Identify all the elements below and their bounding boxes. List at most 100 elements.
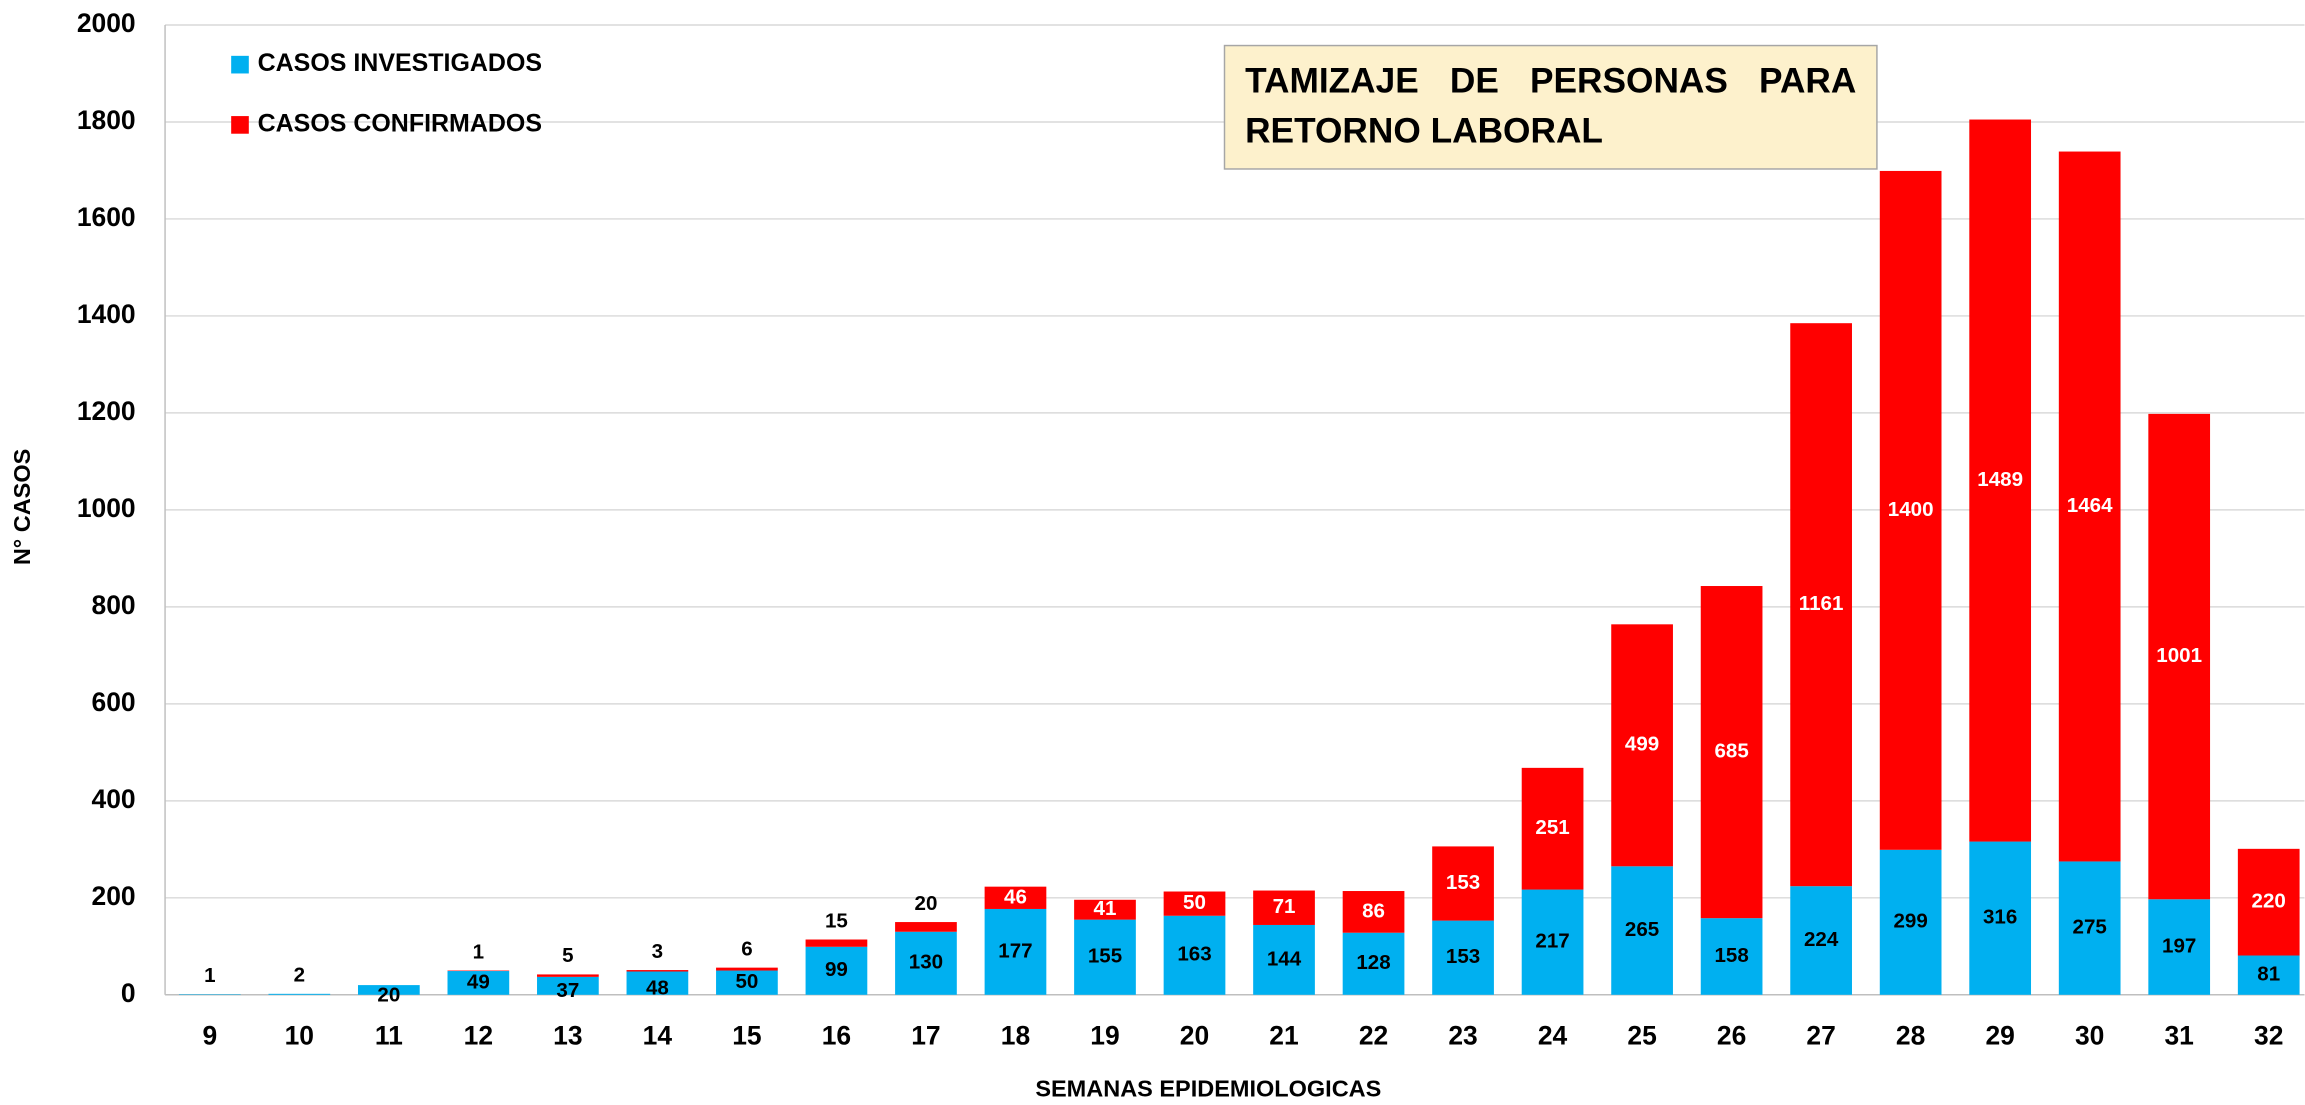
bar-segment bbox=[268, 993, 331, 995]
x-tick-label: 9 bbox=[202, 1020, 217, 1050]
data-label: 81 bbox=[2257, 963, 2280, 986]
bar-segment bbox=[984, 886, 1047, 909]
y-tick-label: 1800 bbox=[77, 105, 136, 135]
x-tick-label: 19 bbox=[1090, 1020, 1119, 1050]
bar-segment bbox=[1700, 586, 1763, 919]
bar-segment bbox=[626, 971, 689, 995]
y-tick-label: 600 bbox=[92, 687, 136, 717]
x-tick-label: 15 bbox=[732, 1020, 761, 1050]
bar-segment bbox=[895, 931, 957, 995]
bar-segment bbox=[1611, 624, 1673, 867]
bar-segment bbox=[1163, 915, 1226, 995]
bar-segment bbox=[1342, 932, 1405, 995]
data-label: 499 bbox=[1625, 733, 1659, 756]
data-label: 265 bbox=[1625, 918, 1659, 941]
data-label: 177 bbox=[998, 939, 1032, 962]
data-label: 15 bbox=[825, 909, 848, 932]
data-label: 50 bbox=[1183, 891, 1206, 914]
bar-segment bbox=[1969, 119, 2032, 842]
bar-segment bbox=[805, 946, 868, 995]
x-tick-label: 29 bbox=[1985, 1020, 2014, 1050]
data-label: 37 bbox=[556, 979, 579, 1002]
legend-label: CASOS CONFIRMADOS bbox=[258, 109, 542, 137]
data-label: 217 bbox=[1535, 930, 1569, 953]
bar-segment bbox=[1432, 846, 1494, 921]
bar-segment bbox=[1253, 890, 1315, 925]
bar-segment bbox=[1521, 767, 1584, 890]
bar-segment bbox=[1611, 866, 1673, 995]
x-tick-label: 11 bbox=[375, 1020, 403, 1050]
data-label: 41 bbox=[1094, 897, 1117, 920]
x-tick-label: 24 bbox=[1538, 1020, 1568, 1050]
data-label: 299 bbox=[1893, 910, 1927, 933]
y-tick-label: 400 bbox=[92, 784, 136, 814]
bar-segment bbox=[626, 970, 689, 972]
bar-segment bbox=[1969, 841, 2032, 995]
bar-segment bbox=[1253, 924, 1315, 995]
bar-segment bbox=[1879, 849, 1942, 995]
data-label: 153 bbox=[1446, 945, 1480, 968]
bar-segment bbox=[1074, 919, 1136, 995]
bar-segment bbox=[1790, 886, 1852, 995]
data-label: 1400 bbox=[1888, 498, 1934, 521]
bar-segment bbox=[716, 970, 778, 995]
data-label: 49 bbox=[467, 970, 490, 993]
bar-segment bbox=[2237, 848, 2300, 956]
data-label: 128 bbox=[1356, 951, 1390, 974]
x-tick-label: 28 bbox=[1896, 1020, 1925, 1050]
data-label: 197 bbox=[2162, 934, 2196, 957]
data-label: 20 bbox=[377, 983, 400, 1006]
bar-segment bbox=[2148, 899, 2211, 995]
x-tick-label: 16 bbox=[822, 1020, 851, 1050]
data-label: 1001 bbox=[2156, 644, 2202, 667]
data-label: 1489 bbox=[1977, 468, 2023, 491]
x-tick-label: 21 bbox=[1269, 1020, 1298, 1050]
bar-segment bbox=[537, 976, 599, 995]
data-label: 71 bbox=[1273, 895, 1296, 918]
bar-segment bbox=[1521, 889, 1584, 995]
x-tick-label: 23 bbox=[1448, 1020, 1477, 1050]
data-label: 130 bbox=[909, 951, 943, 974]
y-tick-label: 1000 bbox=[77, 493, 136, 523]
data-label: 220 bbox=[2252, 890, 2286, 913]
data-label: 86 bbox=[1362, 899, 1385, 922]
x-tick-label: 30 bbox=[2075, 1020, 2104, 1050]
bar-segment bbox=[357, 985, 420, 995]
y-tick-label: 1600 bbox=[77, 202, 136, 232]
bar-segment bbox=[895, 922, 957, 932]
data-label: 46 bbox=[1004, 885, 1027, 908]
chart-title: TAMIZAJE DE PERSONAS PARA RETORNO LABORA… bbox=[1245, 61, 1857, 152]
x-tick-label: 10 bbox=[285, 1020, 314, 1050]
data-label: 50 bbox=[735, 970, 758, 993]
x-axis-label: SEMANAS EPIDEMIOLOGICAS bbox=[1035, 1076, 1381, 1102]
data-label: 99 bbox=[825, 958, 848, 981]
x-tick-label: 25 bbox=[1627, 1020, 1656, 1050]
data-label: 251 bbox=[1535, 816, 1569, 839]
data-label: 316 bbox=[1983, 906, 2017, 929]
bar-segment bbox=[447, 971, 510, 995]
data-label: 275 bbox=[2073, 916, 2107, 939]
bar-segment bbox=[1163, 891, 1226, 916]
bar-segment bbox=[2237, 955, 2300, 995]
x-tick-label: 26 bbox=[1717, 1020, 1746, 1050]
data-label: 144 bbox=[1267, 947, 1302, 970]
data-label: 1464 bbox=[2067, 494, 2113, 517]
y-tick-label: 0 bbox=[121, 978, 136, 1008]
bar-segment bbox=[1432, 920, 1494, 995]
data-label: 5 bbox=[562, 944, 573, 967]
title-container: TAMIZAJE DE PERSONAS PARA RETORNO LABORA… bbox=[1245, 61, 1857, 152]
x-tick-label: 27 bbox=[1806, 1020, 1835, 1050]
x-tick-label: 18 bbox=[1001, 1020, 1030, 1050]
x-tick-label: 13 bbox=[553, 1020, 582, 1050]
x-tick-label: 32 bbox=[2254, 1020, 2283, 1050]
y-tick-label: 1200 bbox=[77, 396, 136, 426]
title-box bbox=[1223, 44, 1878, 170]
bar-segment bbox=[805, 939, 868, 947]
bar-segment bbox=[2058, 861, 2121, 995]
data-label: 48 bbox=[646, 976, 669, 999]
x-tick-label: 14 bbox=[643, 1020, 673, 1050]
data-label: 2 bbox=[294, 964, 305, 987]
data-label: 20 bbox=[915, 892, 938, 915]
y-tick-label: 800 bbox=[92, 590, 136, 620]
